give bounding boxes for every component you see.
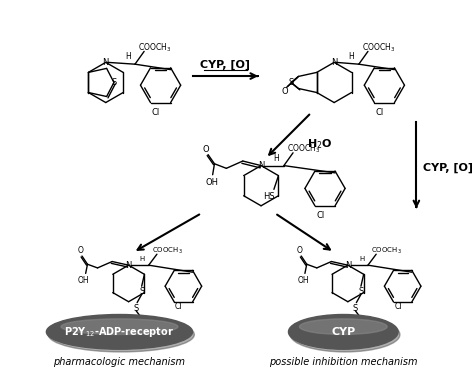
- Text: Cl: Cl: [376, 108, 384, 117]
- Text: N: N: [102, 58, 109, 67]
- Text: Cl: Cl: [316, 212, 325, 220]
- Text: Cl: Cl: [394, 302, 402, 311]
- Text: CYP: CYP: [331, 327, 356, 337]
- Text: CYP, [O]: CYP, [O]: [200, 60, 249, 70]
- Text: S: S: [134, 304, 139, 313]
- Text: OH: OH: [297, 276, 309, 285]
- Text: N: N: [331, 58, 337, 67]
- Text: S: S: [139, 287, 144, 296]
- Text: H: H: [125, 52, 130, 61]
- Text: S: S: [353, 304, 358, 313]
- Text: N: N: [258, 161, 264, 170]
- Text: possible inhibition mechanism: possible inhibition mechanism: [269, 357, 418, 367]
- Text: H: H: [359, 256, 364, 262]
- Ellipse shape: [300, 319, 387, 334]
- Text: N: N: [345, 261, 351, 270]
- Text: O: O: [202, 145, 209, 154]
- Ellipse shape: [290, 317, 400, 352]
- Text: P2Y$_{12}$-ADP-receptor: P2Y$_{12}$-ADP-receptor: [64, 325, 174, 339]
- Text: COOCH$_3$: COOCH$_3$: [138, 41, 172, 54]
- Text: S: S: [289, 78, 294, 87]
- Text: O: O: [297, 246, 302, 255]
- Text: Cys: Cys: [365, 317, 379, 325]
- Text: S: S: [111, 78, 117, 87]
- Text: H: H: [140, 256, 145, 262]
- Text: COOCH$_3$: COOCH$_3$: [371, 245, 401, 256]
- Ellipse shape: [61, 319, 178, 334]
- Text: OH: OH: [78, 276, 90, 285]
- Text: Cl: Cl: [152, 108, 160, 117]
- Text: Cl: Cl: [175, 302, 182, 311]
- Ellipse shape: [289, 315, 398, 349]
- Text: S: S: [358, 287, 364, 296]
- Text: COOCH$_3$: COOCH$_3$: [362, 41, 396, 54]
- Text: O: O: [77, 246, 83, 255]
- Text: pharmacologic mechanism: pharmacologic mechanism: [54, 357, 185, 367]
- Text: N: N: [126, 261, 132, 270]
- Text: COOCH$_3$: COOCH$_3$: [287, 143, 321, 156]
- Ellipse shape: [46, 315, 192, 349]
- Text: CYP, [O]: CYP, [O]: [423, 162, 473, 173]
- Text: Cys: Cys: [146, 317, 160, 325]
- Text: H: H: [349, 52, 355, 61]
- Text: HS: HS: [264, 192, 275, 201]
- Text: H: H: [273, 154, 280, 163]
- Text: H$_2$O: H$_2$O: [307, 138, 332, 151]
- Text: OH: OH: [205, 178, 218, 186]
- Text: COOCH$_3$: COOCH$_3$: [152, 245, 182, 256]
- Text: O: O: [282, 88, 288, 96]
- Ellipse shape: [48, 317, 194, 352]
